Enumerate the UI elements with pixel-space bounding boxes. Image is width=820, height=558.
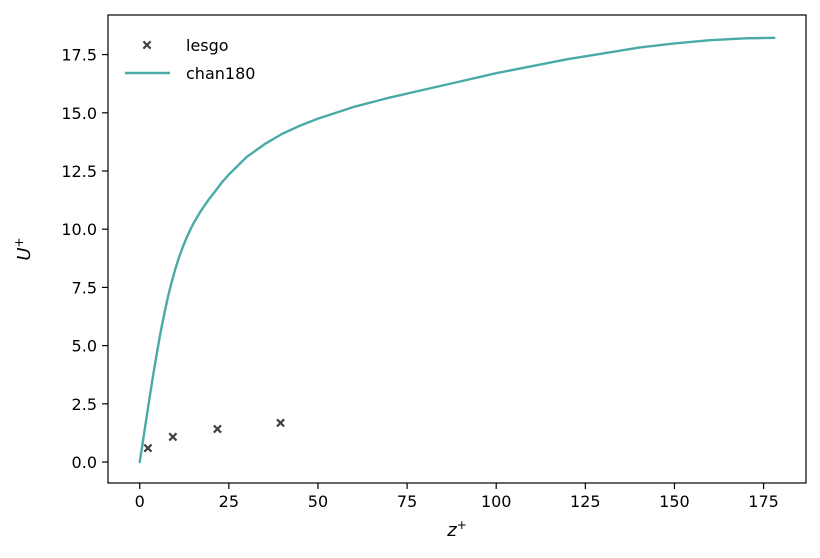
data-point-lesgo [168,432,178,442]
x-tick-label: 125 [570,492,601,511]
y-tick-label: 10.0 [61,220,97,239]
legend-swatch-lesgo [142,40,152,50]
y-axis-label-var: U [14,247,35,260]
x-tick-label: 150 [659,492,690,511]
x-axis-label-var: z [446,520,457,541]
data-point-lesgo [213,424,222,434]
data-point-lesgo [276,418,285,428]
series-layer [138,36,776,464]
x-axis-label-sup: + [457,518,467,532]
y-tick-label: 12.5 [61,162,97,181]
data-point-lesgo [143,443,153,453]
x-tick-label: 75 [397,492,417,511]
y-tick-label: 17.5 [61,46,97,65]
legend-label-lesgo: lesgo [186,36,229,55]
x-tick-label: 0 [135,492,145,511]
axes-layer: 0 25 50 75 100 125 150 175 0.0 2.5 5.0 7.5 10.0 12.5 1… [12,14,807,541]
y-axis-label-sup: + [12,237,26,247]
y-tick-label: 5.0 [72,337,97,356]
plot-frame [107,14,807,484]
y-tick-label: 7.5 [72,278,97,297]
y-tick-label: 15.0 [61,104,97,123]
legend: lesgo chan180 [125,36,255,83]
y-axis-label: U+ [12,237,35,260]
legend-label-chan180: chan180 [186,64,255,83]
x-axis-label: z+ [446,518,467,541]
x-tick-label: 175 [748,492,779,511]
x-tick-label: 50 [308,492,328,511]
series-line-chan180 [138,36,776,464]
x-tick-label: 25 [219,492,239,511]
y-tick-label: 2.5 [72,395,97,414]
x-tick-label: 100 [481,492,512,511]
y-tick-label: 0.0 [72,453,97,472]
